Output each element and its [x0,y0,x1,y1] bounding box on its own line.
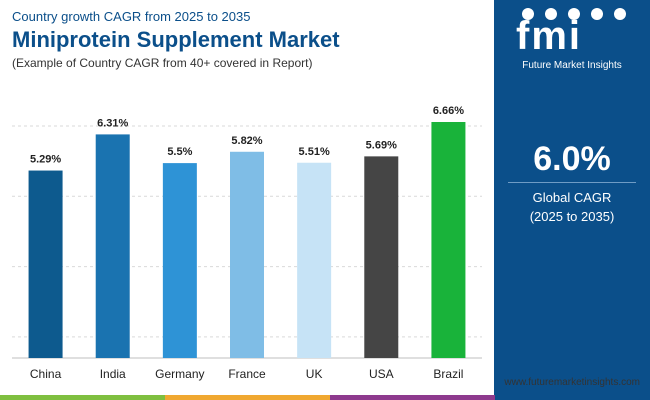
logo-icons [522,8,626,20]
global-cagr-value: 6.0% [533,140,611,178]
data-label-uk: 5.51% [299,146,330,158]
footer-strip-blue [495,395,650,400]
x-tick-label-china: China [30,367,62,381]
sidebar-panel: fmi Future Market Insights 6.0% Global C… [494,0,650,400]
bar-chart-svg: 5.29% China 6.31% India 5.5% Germany 5.82% Fran… [12,105,482,381]
chart-subtitle: (Example of Country CAGR from 40+ covere… [12,56,313,70]
global-cagr-label-line2: (2025 to 2035) [529,209,615,224]
chart-eyebrow: Country growth CAGR from 2025 to 2035 [12,9,251,24]
fmi-logo: fmi Future Market Insights [494,0,650,88]
x-tick-label-india: India [100,367,126,381]
data-label-france: 5.82% [231,135,262,147]
footer-color-strip [0,395,650,400]
x-tick-label-usa: USA [369,367,394,381]
logo-tagline: Future Market Insights [522,60,622,71]
data-label-germany: 5.5% [167,146,192,158]
x-tick-label-germany: Germany [155,367,204,381]
bar-france [230,151,264,358]
x-tick-label-brazil: Brazil [433,367,463,381]
global-cagr-label: Global CAGR (2025 to 2035) [494,188,650,226]
data-label-usa: 5.69% [366,139,397,151]
header: Country growth CAGR from 2025 to 2035 Mi… [0,0,650,88]
footer-url: www.futuremarketinsights.com [504,377,640,388]
bar-india [95,134,130,358]
chart-title: Miniprotein Supplement Market [12,27,340,52]
data-label-india: 6.31% [97,117,128,129]
x-tick-label-uk: UK [306,367,323,381]
footer-strip-green [0,395,165,400]
global-cagr-label-line1: Global CAGR [532,190,612,205]
bar-usa [364,156,399,358]
logo-letters: fmi [516,14,582,58]
bar-germany [162,163,197,358]
bar-brazil [431,122,466,358]
footer-strip-orange [165,395,330,400]
bar-china [28,170,63,358]
kpi-divider [508,182,636,183]
data-label-china: 5.29% [30,154,61,166]
bar-uk [297,162,332,358]
x-tick-label-france: France [228,367,266,381]
footer-strip-purple [330,395,495,400]
data-label-brazil: 6.66% [433,105,464,117]
bar-chart: 5.29% China 6.31% India 5.5% Germany 5.82% Fran… [0,88,494,392]
